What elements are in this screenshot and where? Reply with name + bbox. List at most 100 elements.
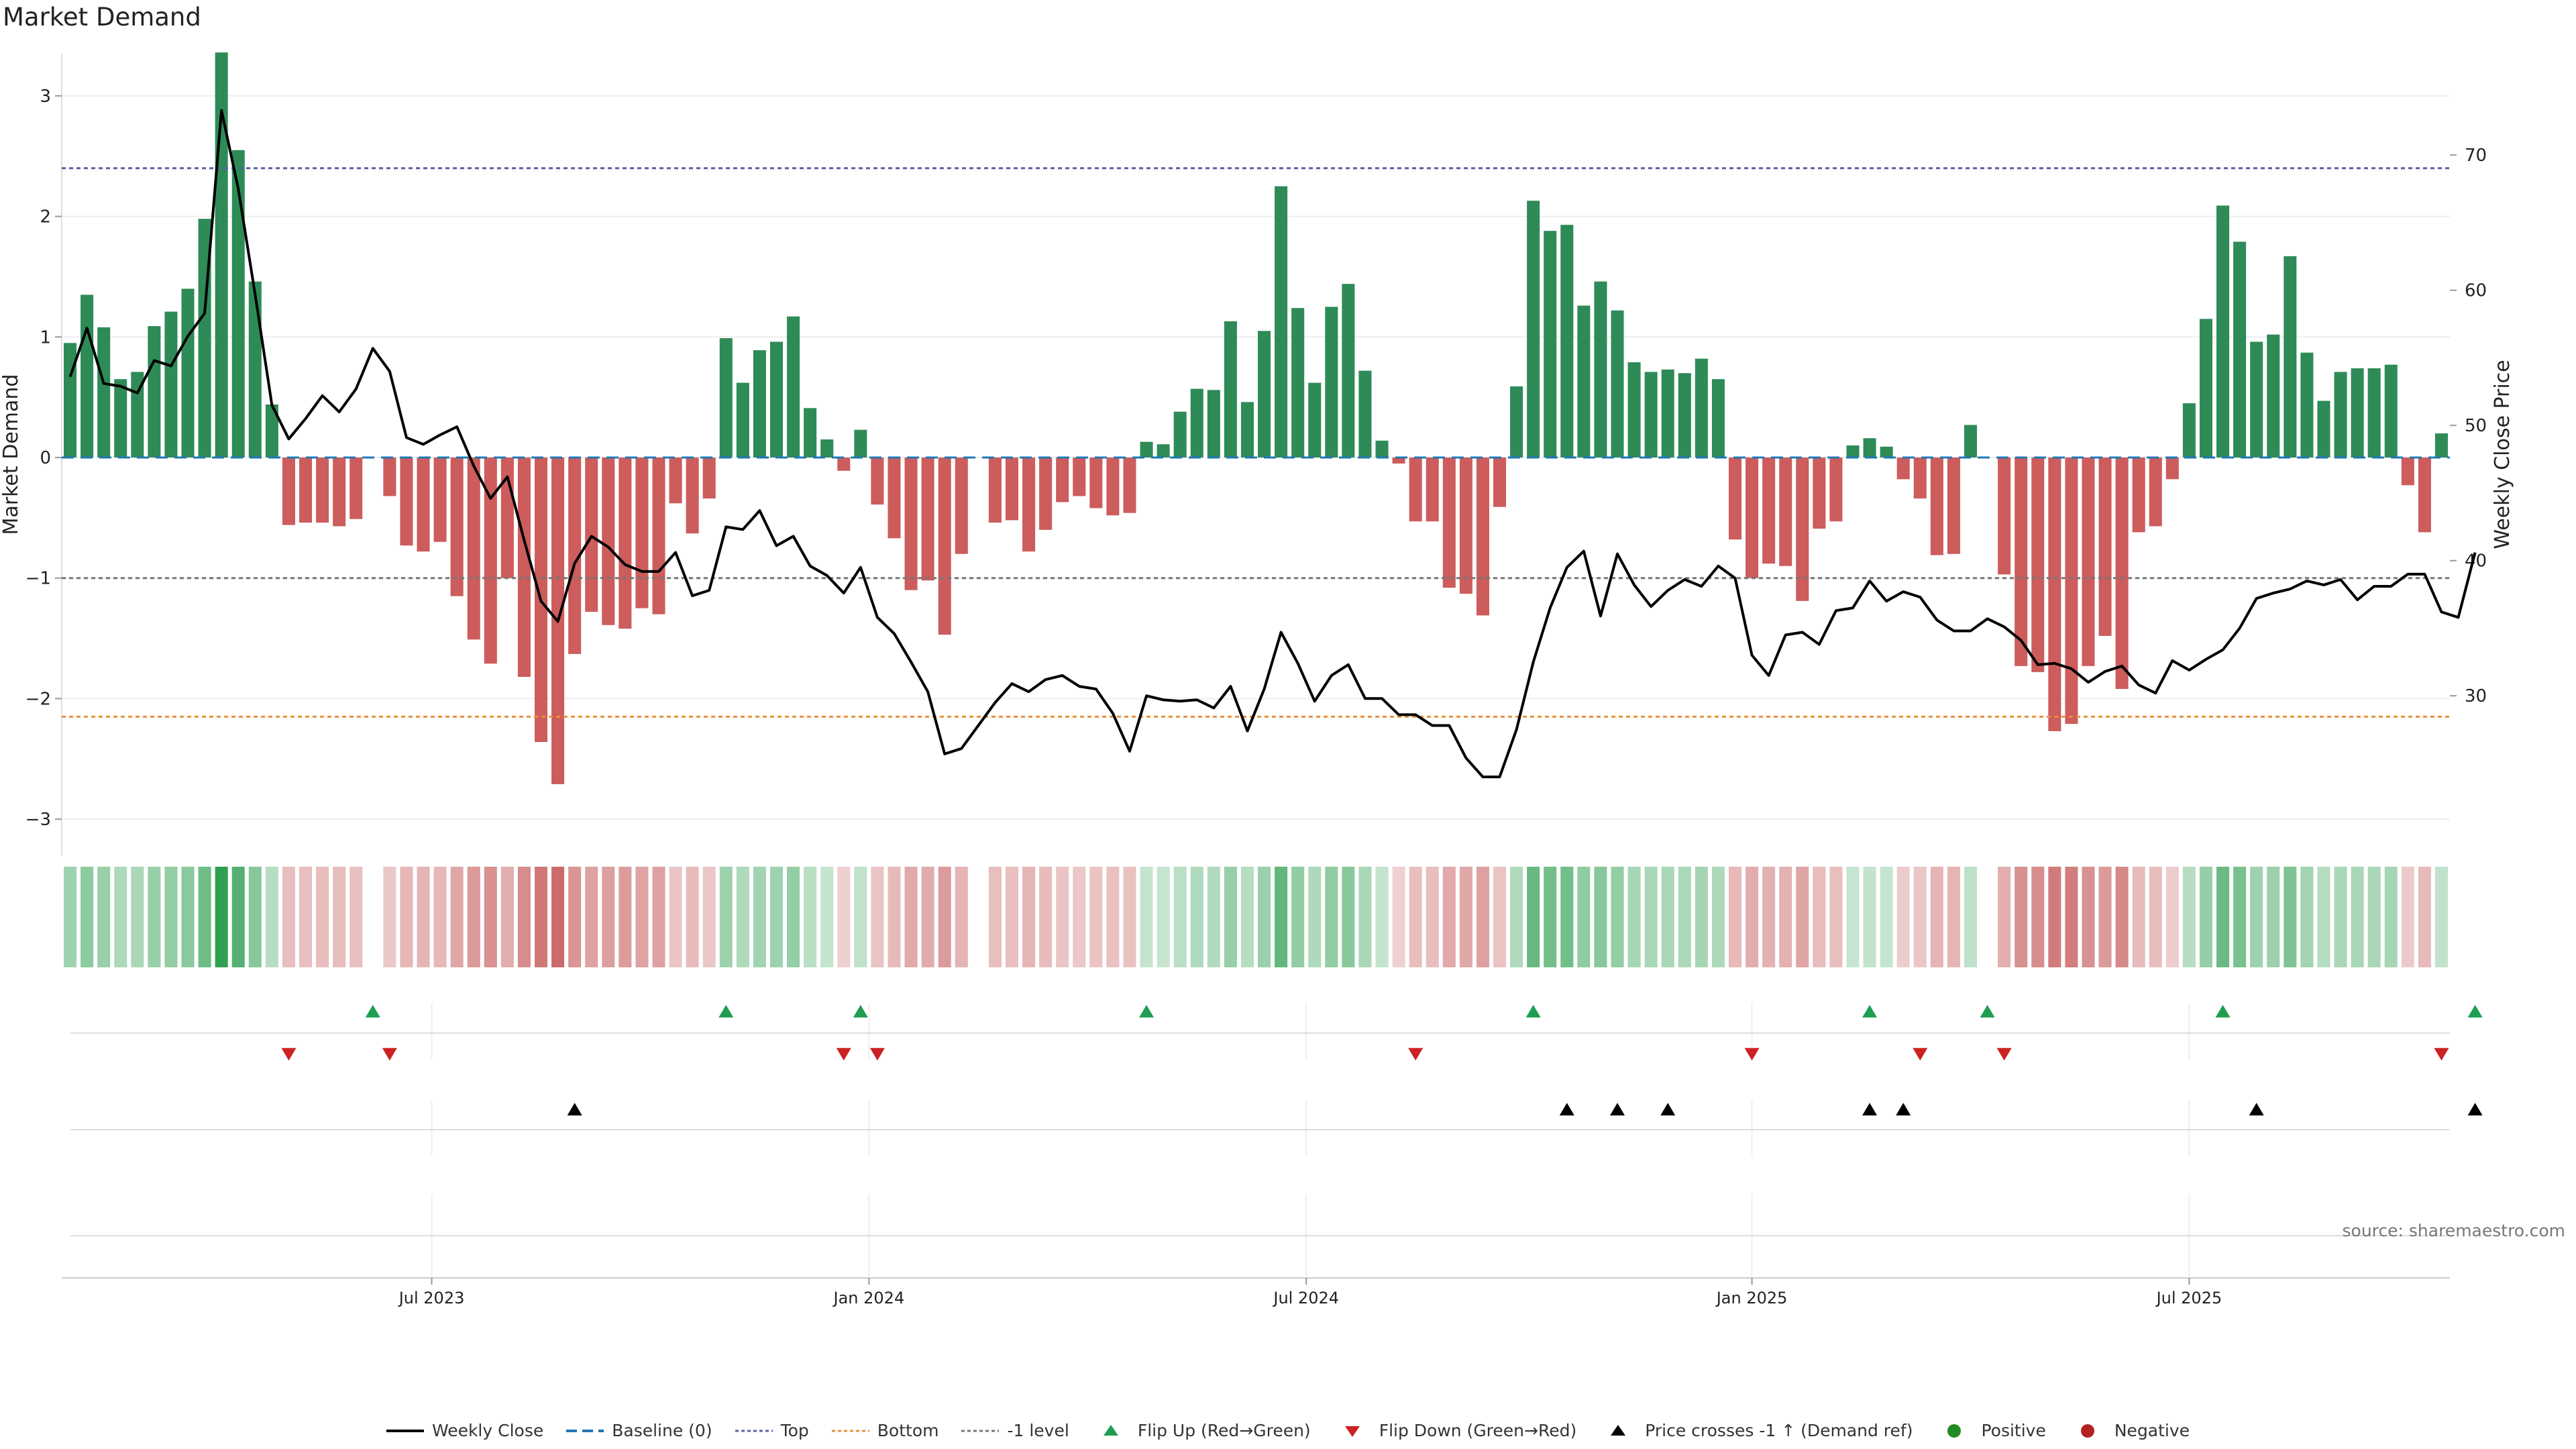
heat-strip-cell <box>484 867 497 967</box>
demand-bar <box>1291 308 1305 458</box>
demand-bar <box>1342 284 1355 458</box>
heat-strip-cell <box>1190 867 1203 967</box>
demand-bar <box>2351 368 2364 458</box>
heat-strip-cell <box>164 867 178 967</box>
demand-bar <box>1157 444 1170 458</box>
demand-bar <box>1644 372 1658 458</box>
price-cross-marker <box>1559 1103 1574 1116</box>
legend-swatch-icon <box>1611 1424 1626 1436</box>
heat-strip-cell <box>1930 867 1943 967</box>
demand-bar <box>467 457 480 640</box>
demand-bar <box>1173 411 1187 458</box>
heat-strip-cell <box>669 867 682 967</box>
demand-bar <box>417 457 430 552</box>
heat-strip-cell <box>265 867 278 967</box>
heat-strip-cell <box>1426 867 1439 967</box>
heat-strip-cell <box>1291 867 1305 967</box>
x-tick-label: Jan 2024 <box>833 1289 905 1307</box>
demand-bar <box>888 457 901 539</box>
demand-bar <box>1240 402 1254 458</box>
heat-strip-cell <box>2149 867 2162 967</box>
demand-bar <box>400 457 413 546</box>
heat-strip-cell <box>1157 867 1170 967</box>
demand-bar <box>1476 457 1489 616</box>
heat-strip-cell <box>820 867 834 967</box>
legend-item-pos_dot: Positive <box>1935 1421 2046 1440</box>
legend-item-neg_dot: Negative <box>2069 1421 2190 1440</box>
heat-strip-cell <box>400 867 413 967</box>
demand-bar <box>1375 440 1389 458</box>
demand-bar <box>333 457 346 527</box>
demand-bar <box>955 457 968 554</box>
legend-swatch-icon <box>386 1429 424 1432</box>
legend-swatch-icon <box>566 1429 604 1432</box>
demand-bar <box>433 457 447 542</box>
heat-strip-cell <box>1813 867 1826 967</box>
flip-down-marker <box>1744 1048 1760 1061</box>
heat-strip-cell <box>635 867 649 967</box>
heat-strip-cell <box>854 867 867 967</box>
heat-strip-cell <box>1207 867 1220 967</box>
heat-strip-cell <box>938 867 951 967</box>
heat-strip-cell <box>2048 867 2061 967</box>
demand-bar <box>1813 457 1826 529</box>
demand-bar <box>1325 307 1338 458</box>
heat-strip-cell <box>2015 867 2028 967</box>
flip-up-marker <box>2467 1005 2483 1018</box>
source-note: source: sharemaestro.com <box>2342 1221 2566 1240</box>
demand-bar <box>2267 334 2280 458</box>
heat-strip-cell <box>1459 867 1472 967</box>
heat-strip-cell <box>2165 867 2179 967</box>
demand-bar <box>2199 319 2213 458</box>
heat-strip-cell <box>2065 867 2078 967</box>
demand-bar <box>1426 457 1439 522</box>
heat-strip-cell <box>568 867 582 967</box>
heat-strip-cell <box>2233 867 2247 967</box>
demand-bar <box>1493 457 1507 507</box>
x-tick-label: Jul 2023 <box>398 1289 465 1307</box>
heat-strip-cell <box>500 867 514 967</box>
demand-bar <box>2149 457 2162 527</box>
demand-bar <box>585 457 598 612</box>
legend-label: Flip Up (Red→Green) <box>1137 1421 1311 1440</box>
heat-strip-cell <box>1325 867 1338 967</box>
heat-strip-cell <box>736 867 749 967</box>
demand-bar <box>2031 457 2045 672</box>
heat-strip-cell <box>2115 867 2129 967</box>
demand-bar <box>114 379 127 458</box>
flip-up-marker <box>718 1005 734 1018</box>
flip-up-marker <box>1139 1005 1155 1018</box>
heat-strip-cell <box>1746 867 1759 967</box>
heat-strip-cell <box>1089 867 1103 967</box>
heat-strip-cell <box>2434 867 2448 967</box>
demand-bar <box>248 281 262 458</box>
heat-strip-cell <box>1493 867 1507 967</box>
demand-bar <box>299 457 313 523</box>
demand-bar <box>2216 205 2230 458</box>
legend-swatch-icon <box>831 1430 869 1432</box>
y2-tick-label: 30 <box>2465 686 2487 706</box>
demand-bar <box>1913 457 1927 499</box>
flip-up-marker <box>1980 1005 1995 1018</box>
demand-bar <box>2132 457 2145 533</box>
heat-strip-cell <box>1258 867 1271 967</box>
demand-bar <box>1207 390 1220 458</box>
demand-bar <box>921 457 934 581</box>
y-tick-label: −3 <box>25 810 51 830</box>
price-cross-marker <box>567 1103 582 1116</box>
demand-bar <box>2015 457 2028 666</box>
heat-strip-cell <box>1056 867 1069 967</box>
demand-bar <box>1140 441 1153 458</box>
demand-bar <box>1308 382 1322 458</box>
y2-tick-label: 50 <box>2465 416 2487 436</box>
flip-up-marker <box>1525 1005 1541 1018</box>
heat-strip-cell <box>1476 867 1489 967</box>
heat-strip-cell <box>2418 867 2431 967</box>
heat-strip-cell <box>888 867 901 967</box>
heat-strip-cell <box>1779 867 1792 967</box>
heat-strip-cell <box>1695 867 1708 967</box>
heat-strip-cell <box>2250 867 2263 967</box>
demand-bar <box>652 457 665 614</box>
demand-bar <box>769 341 784 458</box>
demand-bar <box>988 457 1002 523</box>
